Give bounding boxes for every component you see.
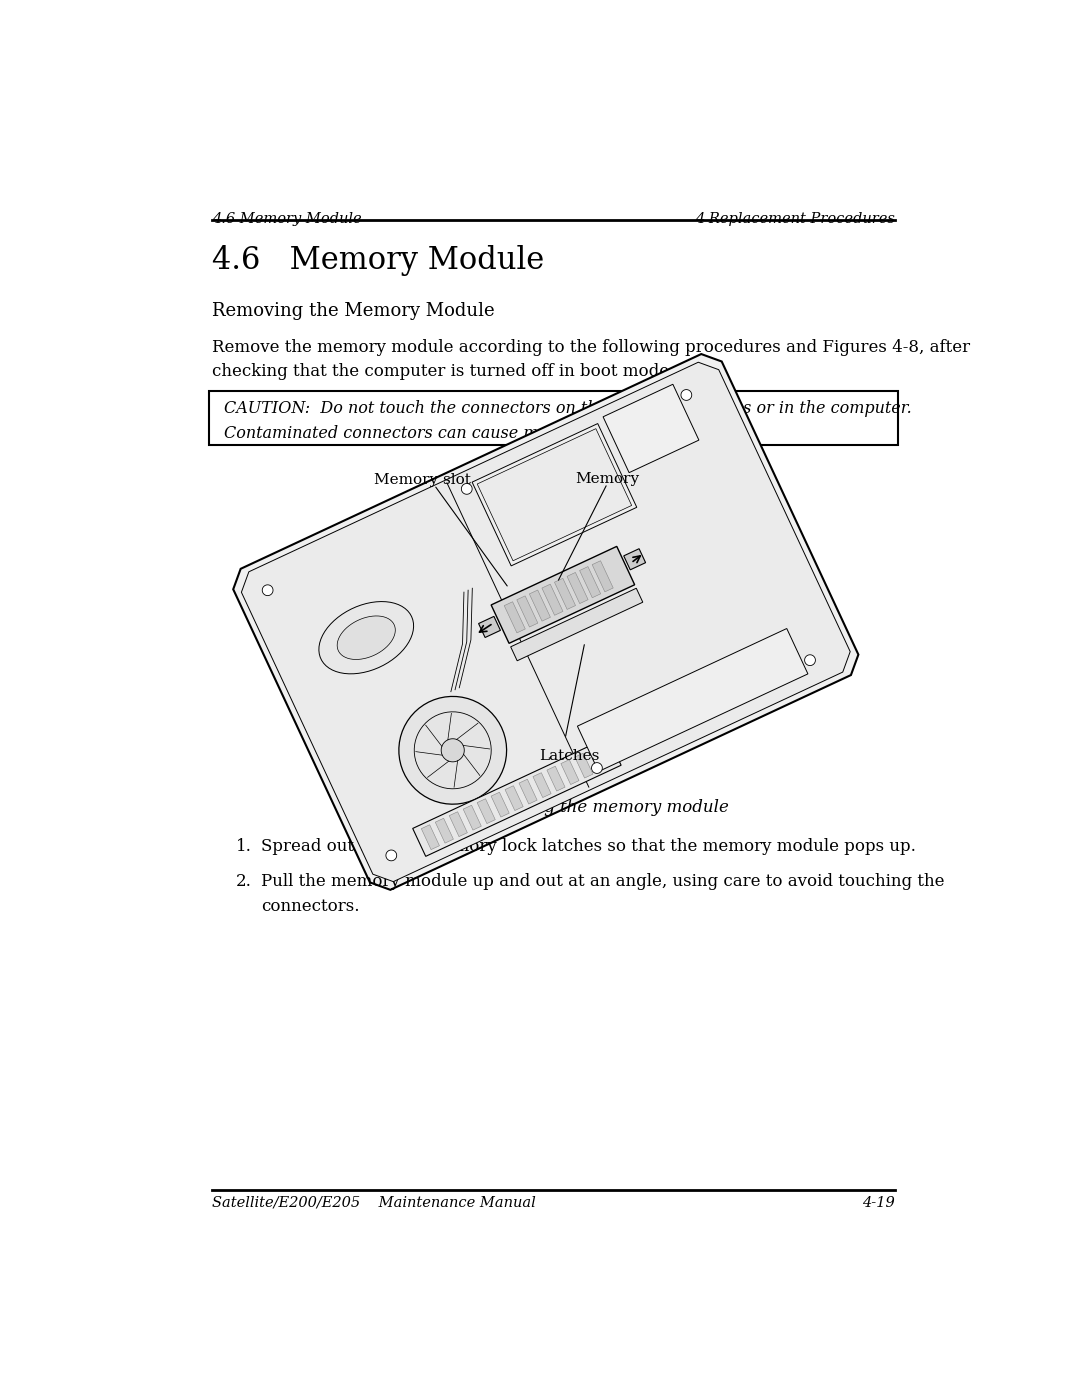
Polygon shape <box>477 799 496 824</box>
Text: 4 Replacement Procedures: 4 Replacement Procedures <box>694 212 894 226</box>
Text: Pull the memory module up and out at an angle, using care to avoid touching the: Pull the memory module up and out at an … <box>261 873 944 890</box>
Polygon shape <box>681 390 691 401</box>
Polygon shape <box>567 573 589 604</box>
Polygon shape <box>319 602 414 673</box>
Polygon shape <box>805 655 815 665</box>
Polygon shape <box>561 760 579 785</box>
Polygon shape <box>262 585 273 595</box>
Polygon shape <box>529 590 551 622</box>
Polygon shape <box>532 773 551 798</box>
Polygon shape <box>580 567 600 598</box>
Polygon shape <box>463 805 482 830</box>
Text: Spread out the two memory lock latches so that the memory module pops up.: Spread out the two memory lock latches s… <box>261 838 916 855</box>
Text: Satellite/E200/E205    Maintenance Manual: Satellite/E200/E205 Maintenance Manual <box>213 1196 536 1210</box>
Polygon shape <box>421 824 440 849</box>
Polygon shape <box>233 353 859 890</box>
Polygon shape <box>399 697 507 805</box>
Text: connectors.: connectors. <box>261 898 360 915</box>
Polygon shape <box>413 738 621 856</box>
Polygon shape <box>592 560 613 592</box>
Polygon shape <box>472 423 637 566</box>
Polygon shape <box>478 616 500 637</box>
Polygon shape <box>477 429 632 560</box>
Polygon shape <box>415 712 491 789</box>
Text: Memory slot: Memory slot <box>374 474 471 488</box>
Text: 1.: 1. <box>235 838 252 855</box>
Polygon shape <box>575 753 593 778</box>
Polygon shape <box>592 763 603 774</box>
FancyBboxPatch shape <box>208 391 899 444</box>
Text: Remove the memory module according to the following procedures and Figures 4-8, : Remove the memory module according to th… <box>213 338 971 356</box>
Polygon shape <box>449 812 468 837</box>
Text: 4.6 Memory Module: 4.6 Memory Module <box>213 212 362 226</box>
Polygon shape <box>337 616 395 659</box>
Text: Latches: Latches <box>539 749 599 763</box>
Text: 2.: 2. <box>235 873 252 890</box>
Polygon shape <box>546 766 565 791</box>
Polygon shape <box>554 578 576 609</box>
Text: 4-19: 4-19 <box>862 1196 894 1210</box>
Polygon shape <box>504 602 525 633</box>
Polygon shape <box>386 849 396 861</box>
Polygon shape <box>542 584 563 615</box>
Polygon shape <box>511 588 643 661</box>
Polygon shape <box>519 780 537 805</box>
Text: checking that the computer is turned off in boot mode.: checking that the computer is turned off… <box>213 363 675 380</box>
Polygon shape <box>242 362 850 882</box>
Text: Figure 4-8 Removing the memory module: Figure 4-8 Removing the memory module <box>378 799 729 816</box>
Polygon shape <box>624 549 646 570</box>
Polygon shape <box>505 785 523 810</box>
Polygon shape <box>578 629 808 771</box>
Text: Contaminated connectors can cause memory access problems.: Contaminated connectors can cause memory… <box>224 425 734 441</box>
Polygon shape <box>491 792 510 817</box>
Polygon shape <box>491 546 635 644</box>
Polygon shape <box>442 739 464 761</box>
Text: CAUTION:  Do not touch the connectors on the memory modules or in the computer.: CAUTION: Do not touch the connectors on … <box>224 400 912 418</box>
Text: 4.6   Memory Module: 4.6 Memory Module <box>213 244 544 275</box>
Polygon shape <box>435 819 454 844</box>
Text: Memory: Memory <box>576 472 639 486</box>
Polygon shape <box>603 384 699 472</box>
Text: Removing the Memory Module: Removing the Memory Module <box>213 302 495 320</box>
Polygon shape <box>516 597 538 627</box>
Polygon shape <box>461 483 472 495</box>
